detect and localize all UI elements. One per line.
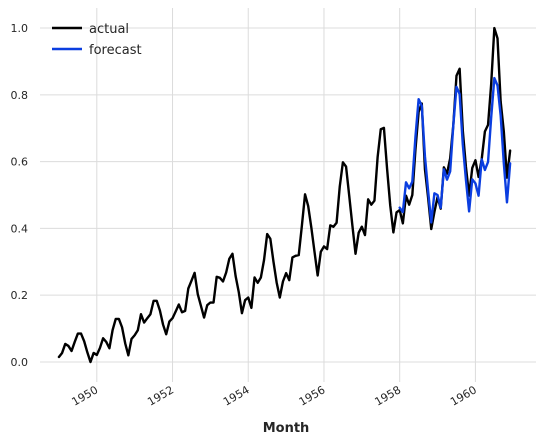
y-tick-label: 0.4 xyxy=(11,222,29,235)
y-tick-label: 0.6 xyxy=(11,156,29,169)
y-tick-label: 0.0 xyxy=(11,356,29,369)
x-tick-label: 1958 xyxy=(372,383,403,408)
y-tick-label: 1.0 xyxy=(11,22,29,35)
x-tick-label: 1950 xyxy=(70,383,101,408)
series-line-actual xyxy=(57,26,512,364)
x-tick-label: 1952 xyxy=(145,383,176,408)
series-line-forecast xyxy=(398,76,512,224)
series-lines xyxy=(57,26,512,364)
x-tick-label: 1954 xyxy=(221,383,252,408)
legend: actual forecast xyxy=(52,22,142,58)
x-axis-title: Month xyxy=(263,421,310,436)
legend-label-forecast: forecast xyxy=(89,43,142,58)
x-tick-label: 1960 xyxy=(448,383,479,408)
y-tick-label: 0.8 xyxy=(11,89,29,102)
y-tick-label: 0.2 xyxy=(11,289,29,302)
y-axis: 0.0 0.2 0.4 0.6 0.8 1.0 xyxy=(11,22,29,369)
x-axis: 1950 1952 1954 1956 1958 1960 xyxy=(70,383,479,408)
legend-label-actual: actual xyxy=(89,22,129,37)
x-tick-label: 1956 xyxy=(297,383,328,408)
grid xyxy=(40,8,536,382)
